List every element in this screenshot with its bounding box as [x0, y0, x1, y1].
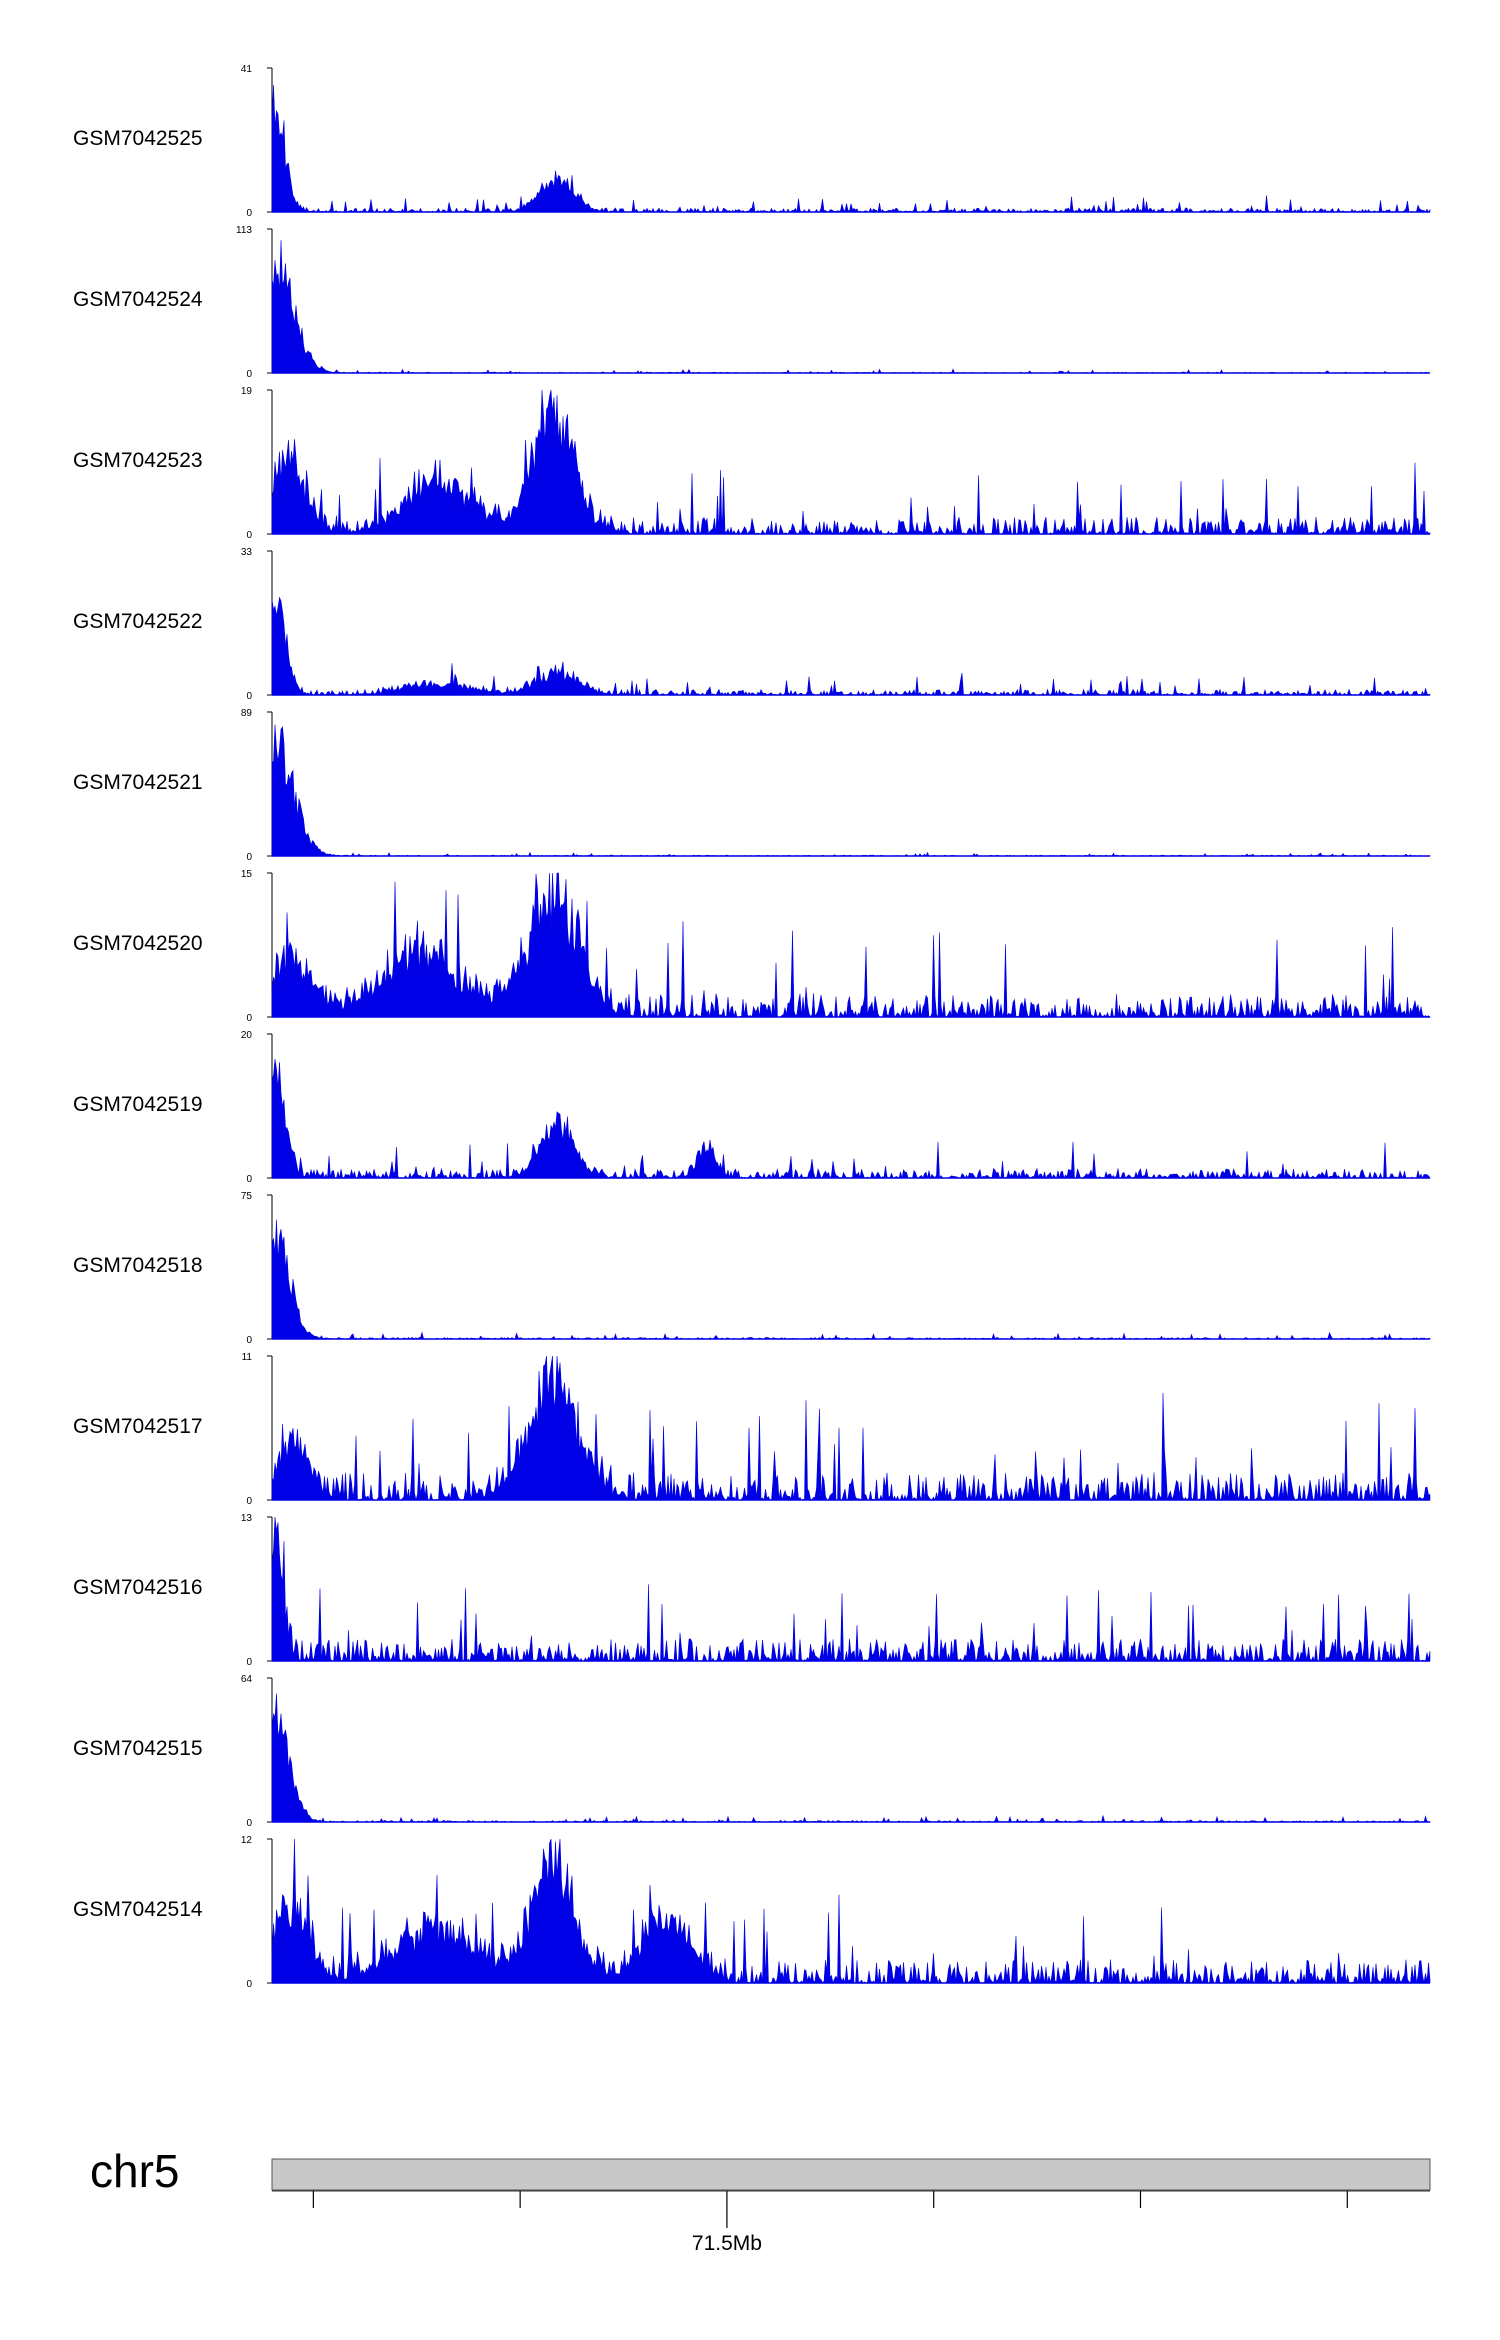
- y-min-label: 0: [246, 852, 252, 863]
- track-GSM7042521: GSM7042521 89 0: [73, 708, 1431, 863]
- y-min-label: 0: [246, 1174, 252, 1185]
- coverage-signal: [271, 240, 1431, 374]
- track-GSM7042524: GSM7042524 113 0: [73, 225, 1431, 380]
- coverage-signal: [271, 389, 1431, 536]
- y-max-label: 113: [236, 225, 252, 236]
- track-label: GSM7042514: [73, 1898, 203, 1921]
- axis-tick-label: 71.5Mb: [692, 2232, 762, 2255]
- track-GSM7042518: GSM7042518 75 0: [73, 1191, 1431, 1346]
- track-label: GSM7042525: [73, 127, 203, 150]
- y-min-label: 0: [246, 1013, 252, 1024]
- track-GSM7042515: GSM7042515 64 0: [73, 1674, 1431, 1829]
- y-max-label: 13: [241, 1513, 253, 1524]
- y-min-label: 0: [246, 1818, 252, 1829]
- track-GSM7042514: GSM7042514 12 0: [73, 1835, 1431, 1990]
- coverage-signal: [271, 724, 1431, 857]
- y-min-label: 0: [246, 1657, 252, 1668]
- y-min-label: 0: [246, 369, 252, 380]
- y-max-label: 11: [242, 1352, 253, 1363]
- y-max-label: 20: [241, 1030, 253, 1041]
- track-label: GSM7042519: [73, 1093, 203, 1116]
- coverage-signal: [271, 1219, 1431, 1340]
- coverage-signal: [271, 1516, 1431, 1663]
- track-label: GSM7042516: [73, 1576, 203, 1599]
- track-label: GSM7042520: [73, 932, 203, 955]
- track-GSM7042520: GSM7042520 15 0: [73, 869, 1431, 1024]
- chromosome-ideogram: [271, 2158, 1431, 2191]
- track-label: GSM7042522: [73, 610, 203, 633]
- coverage-signal: [271, 1838, 1431, 1985]
- track-label: GSM7042517: [73, 1415, 203, 1438]
- coverage-signal: [271, 872, 1431, 1019]
- track-label: GSM7042523: [73, 449, 203, 472]
- chromosome-label: chr5: [90, 2145, 179, 2197]
- y-min-label: 0: [246, 1496, 252, 1507]
- y-max-label: 12: [241, 1835, 253, 1846]
- coverage-signal: [271, 1693, 1431, 1823]
- track-GSM7042519: GSM7042519 20 0: [73, 1030, 1431, 1185]
- y-max-label: 89: [241, 708, 253, 719]
- y-min-label: 0: [246, 1335, 252, 1346]
- y-max-label: 75: [241, 1191, 253, 1202]
- track-label: GSM7042518: [73, 1254, 203, 1277]
- tracks-layer: GSM7042525 41 0 GSM7042524 113 0 GSM7042523 19 0…: [73, 64, 1431, 1990]
- track-label: GSM7042521: [73, 771, 203, 794]
- y-max-label: 33: [241, 547, 253, 558]
- y-max-label: 64: [241, 1674, 253, 1685]
- y-min-label: 0: [246, 1979, 252, 1990]
- y-max-label: 19: [241, 386, 253, 397]
- axis-ticks: 71.5Mb: [272, 2190, 1430, 2255]
- y-max-label: 41: [241, 64, 253, 75]
- track-GSM7042525: GSM7042525 41 0: [73, 64, 1431, 219]
- coverage-signal: [271, 596, 1431, 696]
- y-min-label: 0: [246, 530, 252, 541]
- y-min-label: 0: [246, 691, 252, 702]
- track-GSM7042516: GSM7042516 13 0: [73, 1513, 1431, 1668]
- genome-axis: chr5 71.5Mb: [90, 2145, 1431, 2255]
- track-label: GSM7042515: [73, 1737, 203, 1760]
- track-label: GSM7042524: [73, 288, 203, 311]
- track-GSM7042523: GSM7042523 19 0: [73, 386, 1431, 541]
- track-GSM7042517: GSM7042517 11 0: [73, 1352, 1431, 1507]
- coverage-signal: [271, 1059, 1431, 1180]
- coverage-signal: [271, 84, 1431, 214]
- coverage-signal: [271, 1355, 1431, 1502]
- y-max-label: 15: [241, 869, 253, 880]
- y-min-label: 0: [246, 208, 252, 219]
- track-GSM7042522: GSM7042522 33 0: [73, 547, 1431, 702]
